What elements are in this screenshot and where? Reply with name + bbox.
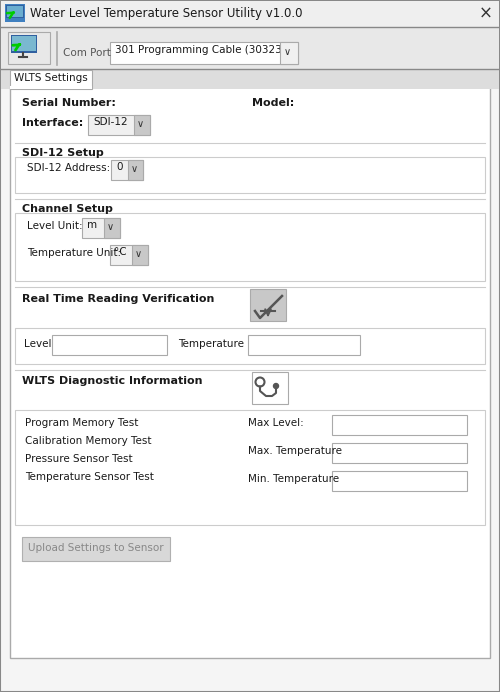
Bar <box>10 86 490 658</box>
Bar <box>1 1 499 27</box>
Bar <box>5 4 25 22</box>
Text: Max Level:: Max Level: <box>248 418 304 428</box>
Text: m: m <box>87 220 97 230</box>
Text: Temperature Unit:: Temperature Unit: <box>27 248 121 258</box>
Text: Com Port: Com Port <box>63 48 111 58</box>
Text: Model:: Model: <box>252 98 294 108</box>
Text: WLTS Settings: WLTS Settings <box>14 73 88 83</box>
Bar <box>22 537 170 561</box>
Bar <box>15 410 485 525</box>
Text: Interface:: Interface: <box>22 118 83 128</box>
Bar <box>11 35 37 53</box>
Text: Calibration Memory Test: Calibration Memory Test <box>25 436 152 446</box>
Bar <box>88 115 150 135</box>
Text: Real Time Reading Verification: Real Time Reading Verification <box>22 294 214 304</box>
Text: Max. Temperature: Max. Temperature <box>248 446 342 456</box>
Bar <box>15 157 485 193</box>
Bar <box>15 328 485 364</box>
Bar <box>110 42 298 64</box>
Text: Channel Setup: Channel Setup <box>22 204 113 214</box>
Bar <box>15 213 485 281</box>
Text: ×: × <box>479 5 493 23</box>
Bar <box>104 218 120 238</box>
Bar <box>52 335 167 355</box>
Bar <box>248 335 360 355</box>
Bar <box>134 115 150 135</box>
Bar <box>10 86 92 89</box>
Bar <box>12 36 36 51</box>
Text: °C: °C <box>114 247 126 257</box>
Text: ∨: ∨ <box>107 222 114 232</box>
Circle shape <box>274 383 278 388</box>
Text: Water Level Temperature Sensor Utility v1.0.0: Water Level Temperature Sensor Utility v… <box>30 7 302 20</box>
Bar <box>110 245 148 265</box>
Text: SDI-12 Address:: SDI-12 Address: <box>27 163 110 173</box>
Text: ∨: ∨ <box>137 119 144 129</box>
Text: Temperature: Temperature <box>178 339 244 349</box>
Text: 301 Programming Cable (303230): 301 Programming Cable (303230) <box>115 45 292 55</box>
Text: Level: Level <box>24 339 52 349</box>
Text: Level Unit:: Level Unit: <box>27 221 82 231</box>
Bar <box>332 443 467 463</box>
Bar <box>252 372 288 404</box>
Bar <box>82 218 120 238</box>
Bar <box>332 415 467 435</box>
Bar <box>111 160 143 180</box>
Text: ∨: ∨ <box>135 249 142 259</box>
Text: Program Memory Test: Program Memory Test <box>25 418 138 428</box>
Text: ∨: ∨ <box>284 47 291 57</box>
Text: Pressure Sensor Test: Pressure Sensor Test <box>25 454 132 464</box>
Text: SDI-12 Setup: SDI-12 Setup <box>22 148 104 158</box>
Bar <box>10 70 92 89</box>
Bar <box>280 42 298 64</box>
Bar <box>6 5 24 18</box>
Text: 0: 0 <box>116 162 122 172</box>
Bar <box>1 27 499 69</box>
Bar <box>8 32 50 64</box>
Text: Serial Number:: Serial Number: <box>22 98 116 108</box>
Text: SDI-12: SDI-12 <box>93 117 128 127</box>
Text: Temperature Sensor Test: Temperature Sensor Test <box>25 472 154 482</box>
Bar <box>1 69 499 89</box>
Bar <box>132 245 148 265</box>
Bar <box>128 160 143 180</box>
Text: WLTS Diagnostic Information: WLTS Diagnostic Information <box>22 376 203 386</box>
Text: Upload Settings to Sensor: Upload Settings to Sensor <box>28 543 164 553</box>
Bar <box>332 471 467 491</box>
Bar <box>7 6 23 17</box>
Text: ∨: ∨ <box>131 164 138 174</box>
Bar <box>250 289 286 321</box>
Text: Min. Temperature: Min. Temperature <box>248 474 339 484</box>
